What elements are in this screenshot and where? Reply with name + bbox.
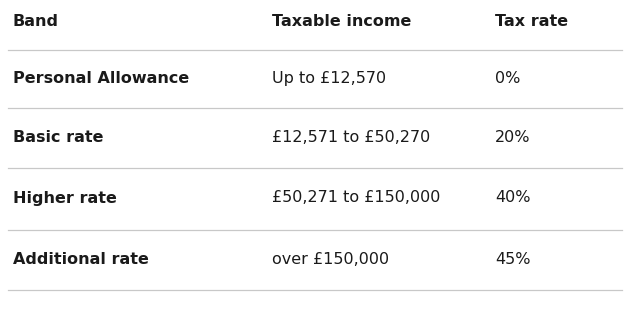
Text: 40%: 40%: [495, 191, 530, 206]
Text: £12,571 to £50,270: £12,571 to £50,270: [272, 131, 430, 145]
Text: Higher rate: Higher rate: [13, 191, 117, 206]
Text: Band: Band: [13, 15, 59, 29]
Text: Basic rate: Basic rate: [13, 131, 103, 145]
Text: Personal Allowance: Personal Allowance: [13, 70, 189, 86]
Text: Additional rate: Additional rate: [13, 253, 149, 268]
Text: 0%: 0%: [495, 70, 520, 86]
Text: 20%: 20%: [495, 131, 530, 145]
Text: Taxable income: Taxable income: [272, 15, 411, 29]
Text: 45%: 45%: [495, 253, 530, 268]
Text: £50,271 to £150,000: £50,271 to £150,000: [272, 191, 440, 206]
Text: Tax rate: Tax rate: [495, 15, 568, 29]
Text: Up to £12,570: Up to £12,570: [272, 70, 386, 86]
Text: over £150,000: over £150,000: [272, 253, 389, 268]
